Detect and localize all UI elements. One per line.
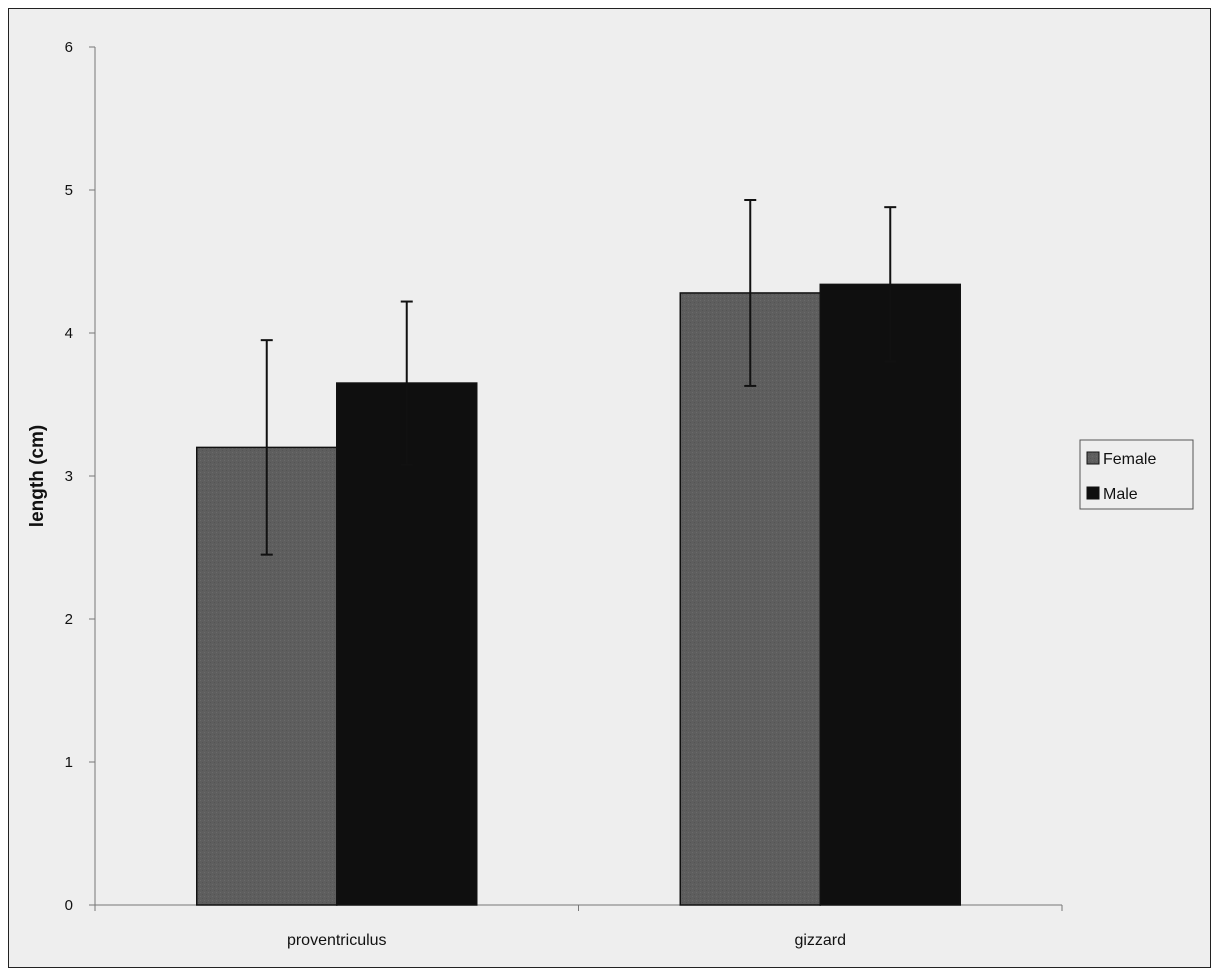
error-bars [260,199,897,556]
y-tick-label: 5 [65,182,73,199]
bars [196,283,961,906]
y-axis: 0 1 2 3 4 5 6 [65,39,96,914]
legend-swatch-female [1086,451,1100,465]
x-axis: proventriculus gizzard [94,904,1063,949]
legend-swatch-male [1086,486,1100,500]
legend-label-male: Male [1103,486,1138,503]
y-tick-label: 1 [65,754,73,771]
bar-male [819,283,961,906]
x-category-label: gizzard [794,932,846,949]
y-tick-label: 2 [65,611,73,628]
x-category-label: proventriculus [287,932,387,949]
y-tick-label: 0 [65,897,73,914]
legend-label-female: Female [1103,451,1156,468]
legend: Female Male [1079,439,1194,510]
y-tick-label: 3 [65,468,73,485]
y-tick-label: 6 [65,39,73,56]
y-tick-label: 4 [65,325,73,342]
y-axis-title: length (cm) [27,425,48,527]
